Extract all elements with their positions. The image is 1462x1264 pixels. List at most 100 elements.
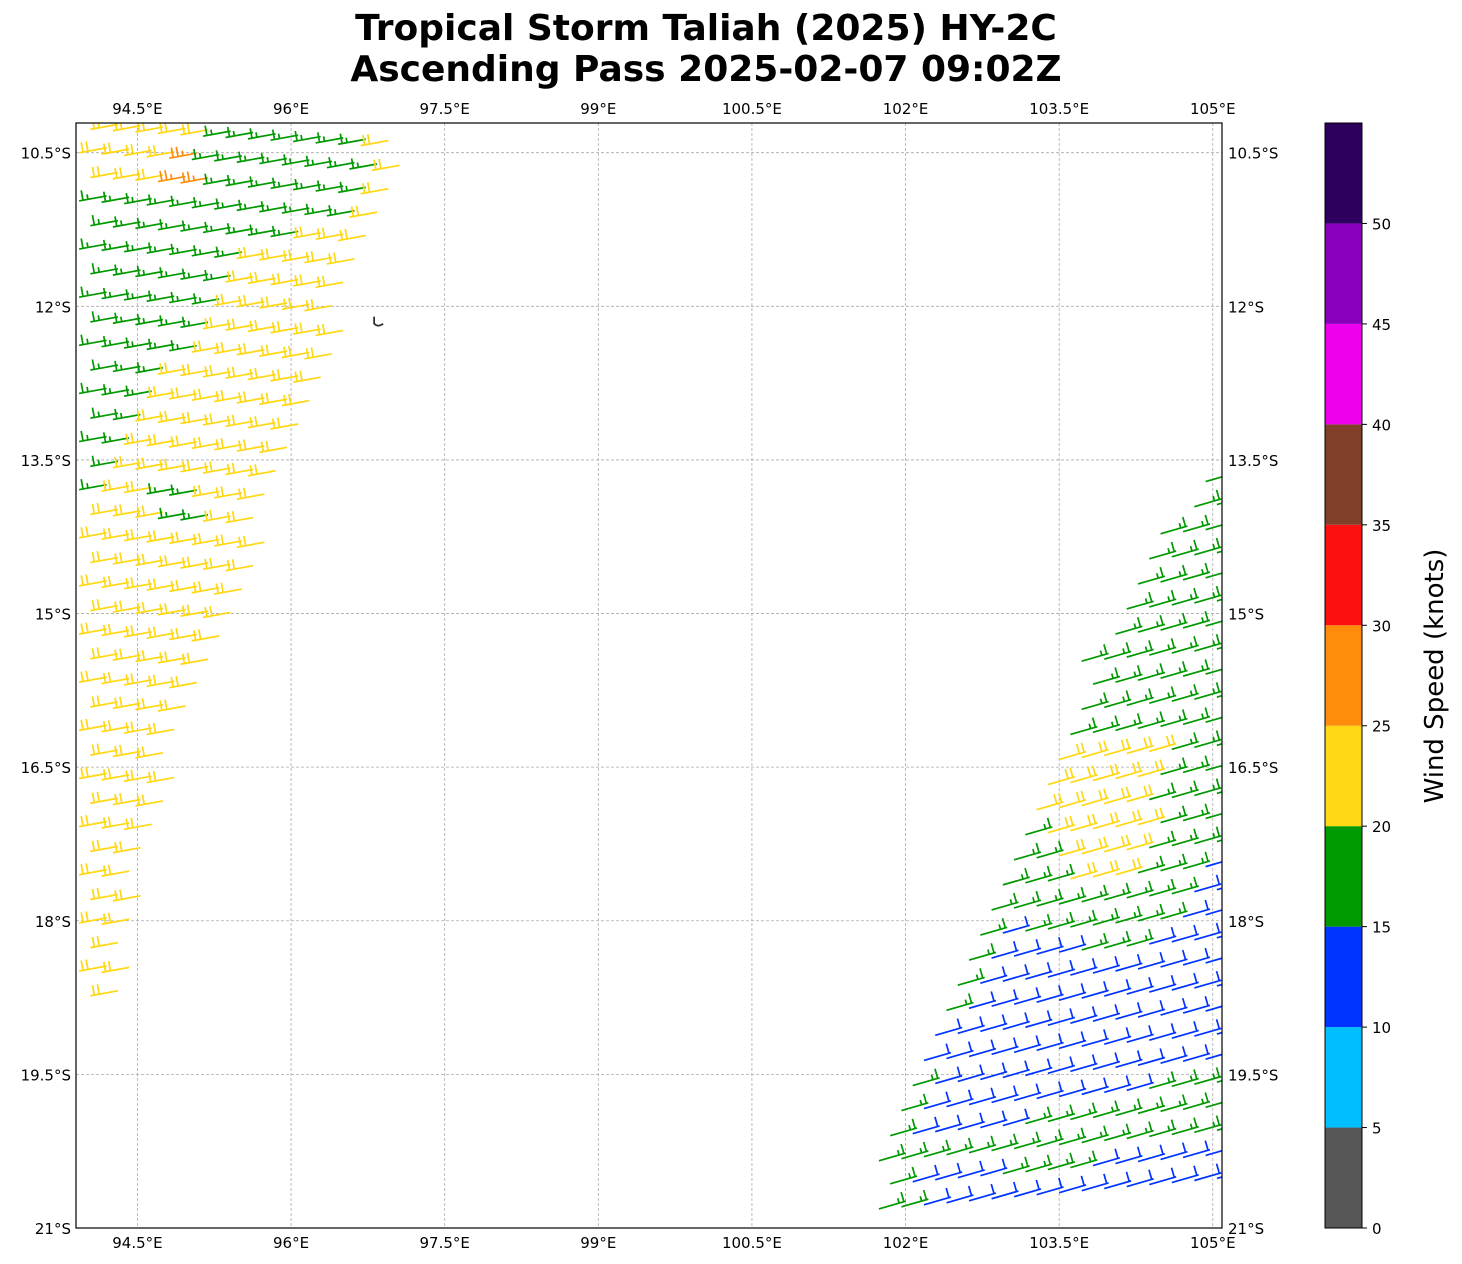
wind-barb (1149, 686, 1177, 705)
wind-barb (1149, 1071, 1177, 1090)
wind-barb (1036, 888, 1064, 907)
wind-barb (90, 550, 119, 564)
chart-title-line1: Tropical Storm Taliah (2025) HY-2C (355, 8, 1057, 49)
wind-barb (957, 968, 985, 987)
wind-barb (225, 462, 254, 476)
wind-barb (1137, 855, 1166, 874)
wind-barb (101, 623, 130, 637)
wind-barb (1216, 598, 1222, 602)
wind-barb (146, 338, 175, 351)
wind-barb (1036, 1129, 1064, 1148)
wind-barb (214, 486, 242, 499)
wind-barb (1149, 1167, 1177, 1186)
island-outline-icon (373, 316, 384, 327)
wind-barb (946, 1089, 974, 1108)
wind-barb (214, 246, 242, 258)
wind-barb (1058, 1031, 1087, 1050)
wind-barb (247, 224, 276, 236)
wind-barb (326, 205, 355, 217)
wind-barb (1047, 863, 1076, 882)
colorbar-tick-label: 40 (1372, 416, 1391, 434)
wind-barb (225, 174, 254, 187)
wind-barb (1205, 1053, 1222, 1060)
wind-barb (270, 321, 299, 334)
wind-barb (180, 556, 209, 569)
wind-barb (180, 460, 209, 473)
wind-barb (123, 673, 152, 686)
wind-barb (180, 171, 209, 184)
wind-barb (1160, 757, 1188, 776)
wind-barb (1126, 1073, 1154, 1092)
wind-barb (225, 414, 254, 428)
wind-barb (236, 391, 265, 404)
lat-tick-label-right: 16.5°S (1228, 759, 1278, 777)
wind-barb (1036, 985, 1064, 1003)
wind-barb (146, 674, 175, 688)
wind-barb (1025, 1010, 1053, 1029)
lon-tick-label-bottom: 105°E (1190, 1234, 1236, 1252)
wind-barb (1047, 960, 1076, 978)
wind-barb (157, 315, 186, 327)
wind-barb (214, 389, 242, 403)
wind-barb (1216, 791, 1222, 795)
wind-barb (1194, 1115, 1222, 1134)
wind-barb (78, 526, 107, 539)
wind-barb (1013, 890, 1042, 909)
wind-barb (1205, 1149, 1222, 1157)
wind-barb (157, 123, 186, 135)
wind-barb (1171, 828, 1199, 847)
wind-barb (78, 959, 107, 972)
wind-barb (169, 676, 197, 689)
wind-barb (112, 456, 141, 469)
wind-barb (112, 744, 141, 758)
wind-barb (1058, 790, 1087, 809)
colorbar-label: Wind Speed (knots) (1420, 549, 1450, 804)
wind-barbs (78, 123, 1222, 1210)
wind-barb (101, 575, 130, 589)
wind-barb (901, 1093, 929, 1112)
wind-barb (1160, 901, 1188, 920)
wind-barb (1126, 1169, 1154, 1188)
wind-barb (315, 180, 344, 192)
wind-barb (935, 1162, 963, 1181)
wind-barb (1194, 778, 1222, 797)
wind-barb (1205, 716, 1222, 724)
wind-barb (1205, 1005, 1222, 1012)
wind-barb (1194, 489, 1222, 508)
colorbar-tick-label: 45 (1372, 316, 1391, 334)
wind-barb (1058, 1127, 1087, 1146)
wind-barb (1194, 922, 1222, 941)
colorbar-segment (1325, 223, 1362, 324)
graticule (76, 123, 1222, 1229)
wind-barb (1194, 537, 1222, 556)
wind-barb (157, 699, 186, 712)
wind-barb (236, 487, 265, 501)
wind-barb (90, 936, 119, 949)
wind-barb (281, 394, 310, 407)
wind-barb (1137, 807, 1166, 826)
wind-barb (236, 439, 265, 452)
wind-barb (1182, 1140, 1211, 1159)
wind-barb (270, 417, 299, 430)
wind-barb (349, 158, 378, 170)
wind-barb (78, 718, 107, 732)
wind-barb (112, 312, 141, 325)
wind-barb (1103, 642, 1132, 660)
wind-barb (1115, 713, 1143, 732)
wind-barb (281, 249, 310, 263)
wind-barb (112, 792, 141, 806)
wind-barb (968, 1135, 997, 1154)
wind-barb (349, 205, 378, 218)
wind-barb (1182, 803, 1211, 822)
wind-barb (1205, 475, 1222, 483)
wind-barb (101, 527, 130, 541)
wind-barb (1205, 572, 1222, 579)
wind-barb (1182, 1092, 1211, 1111)
lat-tick-label-right: 10.5°S (1228, 145, 1278, 163)
wind-barb (1137, 1000, 1166, 1018)
lon-tick-label-top: 105°E (1190, 100, 1236, 118)
wind-barb (101, 479, 130, 492)
wind-barb (1115, 1146, 1143, 1165)
colorbar-segment (1325, 323, 1362, 425)
wind-barb (202, 173, 231, 186)
